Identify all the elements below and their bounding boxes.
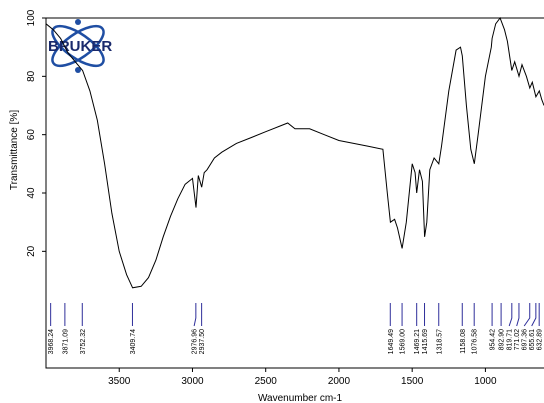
peak-label: 1469.21 (414, 329, 421, 354)
peak-label: 3409.74 (130, 329, 137, 354)
logo-dot (75, 19, 81, 25)
x-tick-label: 1000 (474, 376, 497, 387)
x-tick-label: 2500 (255, 376, 278, 387)
peak-label: 3752.32 (80, 329, 87, 354)
peak-label: 771.02 (514, 329, 521, 351)
logo-text: BRUKER (48, 38, 112, 55)
peak-label: 3968.24 (48, 329, 55, 354)
y-tick-label: 100 (26, 9, 37, 26)
peak-label: 892.90 (499, 329, 506, 351)
peak-label: 697.36 (522, 329, 529, 351)
peak-label: 3871.09 (62, 329, 69, 354)
peak-label: 655.61 (529, 329, 536, 351)
peak-marker (193, 303, 197, 327)
x-tick-label: 3000 (181, 376, 204, 387)
logo: BRUKER (48, 19, 112, 73)
logo-ring (51, 24, 105, 68)
logo-dot (75, 67, 81, 73)
peak-marker (516, 303, 520, 327)
peak-label: 2976.96 (192, 329, 199, 354)
x-tick-label: 2000 (328, 376, 351, 387)
peak-marker (508, 303, 513, 327)
peak-label: 1158.08 (460, 329, 467, 354)
y-tick-label: 60 (26, 129, 37, 141)
peak-label: 819.71 (507, 329, 514, 351)
peak-label: 2937.50 (199, 329, 206, 354)
x-tick-label: 1500 (401, 376, 424, 387)
peak-marker (523, 303, 531, 327)
peak-label: 1649.49 (388, 329, 395, 354)
peak-label: 632.89 (537, 329, 544, 351)
peak-label: 1415.69 (422, 329, 429, 354)
peak-marker (531, 303, 537, 327)
y-tick-label: 80 (26, 70, 37, 82)
x-tick-label: 3500 (108, 376, 131, 387)
logo-ring (51, 24, 105, 68)
peak-label: 954.42 (490, 329, 497, 351)
peak-label: 1076.58 (472, 329, 479, 354)
x-axis-title: Wavenumber cm-1 (258, 393, 343, 403)
peak-label: 1569.00 (400, 329, 407, 354)
peak-label: 1318.57 (436, 329, 443, 354)
y-axis-title: Transmittance [%] (9, 110, 20, 190)
y-tick-label: 40 (26, 187, 37, 199)
spectrum (46, 16, 544, 289)
plot-frame (45, 17, 544, 369)
y-tick-label: 20 (26, 245, 37, 257)
